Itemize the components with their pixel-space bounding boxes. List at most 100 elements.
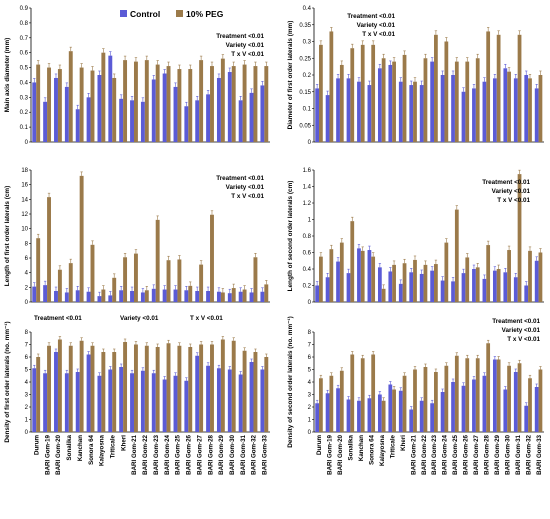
y-axis-label: Length of second order laterals (cm) (287, 181, 294, 292)
bar-control-15 (461, 273, 466, 302)
bar-peg-5 (360, 358, 365, 432)
y-tick-label: 6 (25, 355, 29, 361)
category-label: BARI Gom-19 (44, 434, 51, 474)
bar-control-13 (162, 379, 167, 432)
bar-control-20 (513, 277, 518, 302)
stat-annotation: Treatment <0.01 (347, 13, 395, 20)
bar-peg-2 (329, 31, 334, 143)
bar-control-11 (419, 400, 424, 432)
bar-control-6 (367, 85, 372, 142)
bar-peg-10 (413, 259, 417, 302)
stat-annotation: Variety <0.01 (226, 42, 265, 49)
bar-peg-7 (101, 352, 106, 432)
bar-control-12 (151, 288, 156, 302)
y-axis-label: Density of first order laterals (no. mm⁻… (4, 321, 11, 442)
bar-peg-12 (155, 347, 160, 432)
y-tick-label: 4 (25, 380, 29, 386)
category-label: BARI Gom-26 (463, 434, 470, 474)
bar-peg-18 (220, 339, 225, 432)
bar-control-2 (43, 285, 48, 302)
bar-peg-7 (101, 289, 106, 302)
y-tick-label: 6 (25, 256, 29, 262)
bar-peg-15 (465, 61, 470, 142)
bar-peg-8 (112, 77, 117, 142)
y-tick-label: 1.4 (303, 185, 312, 191)
bar-control-6 (86, 97, 91, 142)
bar-control-5 (357, 400, 361, 432)
y-tick-label: 1.2 (303, 201, 312, 207)
bar-peg-4 (68, 345, 73, 432)
stat-annotation: T x V <0.01 (497, 197, 530, 204)
bar-control-6 (367, 398, 372, 432)
y-tick-label: 2 (308, 405, 312, 411)
bar-peg-6 (371, 354, 376, 432)
chart-panel-6: 0 1 2 3 4 5 6 7 8 Density of second order lateral… (287, 316, 544, 475)
stat-annotation: T x V <0.01 (362, 31, 395, 38)
y-tick-label: 4 (25, 271, 29, 277)
stat-annotation: Variety <0.01 (120, 315, 159, 322)
y-tick-label: 0.3 (20, 95, 29, 101)
bar-peg-20 (242, 350, 247, 432)
bar-control-4 (346, 399, 351, 432)
bar-control-16 (195, 355, 200, 432)
bar-control-8 (388, 64, 393, 142)
chart-panel-1: 0 0.1 0.2 0.3 0.4 0.5 0.6 0.7 0.8 0.9 Main axis di… (4, 6, 270, 146)
bar-control-12 (151, 79, 156, 142)
bar-control-15 (184, 106, 189, 142)
legend-control-label: Control (130, 9, 160, 19)
bar-control-4 (64, 292, 69, 302)
bar-peg-3 (57, 339, 62, 432)
bar-peg-2 (47, 345, 51, 432)
bar-peg-5 (79, 175, 84, 302)
category-label: BARI Gom-29 (218, 434, 225, 474)
y-tick-label: 0.15 (299, 90, 311, 96)
bar-control-7 (97, 375, 102, 432)
bar-peg-3 (339, 242, 344, 302)
bar-control-22 (534, 260, 539, 302)
bar-control-7 (377, 394, 382, 432)
category-label: Durum (33, 435, 40, 455)
y-tick-label: 0.35 (299, 23, 311, 29)
bar-peg-9 (123, 257, 128, 302)
bar-control-19 (227, 293, 232, 302)
bar-control-9 (398, 390, 403, 432)
bar-control-4 (346, 273, 351, 302)
bar-control-18 (216, 77, 221, 142)
bar-control-4 (64, 373, 69, 432)
y-tick-label: 14 (21, 197, 28, 203)
bar-control-20 (513, 78, 518, 142)
category-label: BARI Gom-24 (164, 434, 171, 474)
bar-control-18 (216, 368, 221, 432)
bar-control-2 (43, 101, 48, 142)
bar-peg-18 (220, 292, 225, 302)
bar-peg-13 (444, 365, 449, 432)
bar-peg-22 (264, 66, 269, 142)
bar-peg-11 (144, 290, 149, 302)
category-label: BARI Gom-33 (262, 434, 269, 474)
bar-peg-19 (231, 66, 236, 142)
bar-control-3 (54, 352, 58, 432)
category-label: BARI Gom-29 (494, 434, 501, 474)
bar-peg-16 (475, 267, 480, 302)
stat-annotation: Treatment <0.01 (216, 33, 264, 40)
y-tick-label: 6 (308, 355, 312, 361)
bar-peg-16 (475, 358, 480, 432)
bar-control-20 (238, 100, 243, 142)
bar-control-18 (492, 78, 497, 142)
bar-control-13 (440, 392, 445, 432)
bar-control-21 (249, 362, 254, 432)
category-label: BARI Gom-33 (536, 434, 543, 474)
bar-peg-20 (517, 34, 522, 142)
bar-peg-15 (188, 69, 193, 142)
bar-peg-18 (496, 359, 501, 432)
bar-peg-4 (350, 48, 355, 143)
bar-peg-5 (79, 67, 84, 142)
bar-control-8 (108, 55, 113, 143)
bar-control-12 (430, 270, 435, 302)
bar-peg-6 (90, 345, 95, 432)
y-tick-label: 16 (21, 183, 28, 189)
chart-panel-3: 0 2 4 6 8 10 12 14 16 18 Length of first order lat… (4, 168, 270, 306)
bar-control-22 (534, 387, 539, 432)
category-label: BARI Gom-25 (452, 434, 459, 474)
bar-peg-22 (264, 357, 269, 432)
